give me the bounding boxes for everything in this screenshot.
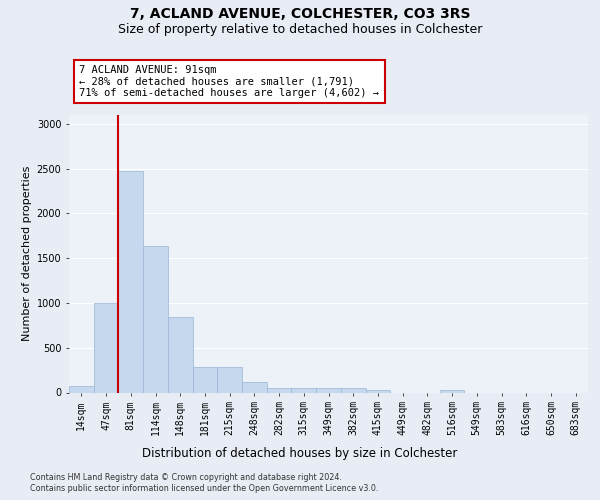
Text: 7, ACLAND AVENUE, COLCHESTER, CO3 3RS: 7, ACLAND AVENUE, COLCHESTER, CO3 3RS [130,8,470,22]
Bar [316,388,341,392]
Bar [143,246,168,392]
Text: Contains public sector information licensed under the Open Government Licence v3: Contains public sector information licen… [30,484,379,493]
Bar [193,368,217,392]
Bar [267,388,292,392]
Bar [168,318,193,392]
Text: Size of property relative to detached houses in Colchester: Size of property relative to detached ho… [118,22,482,36]
Y-axis label: Number of detached properties: Number of detached properties [22,166,32,342]
Bar [217,368,242,392]
Text: 7 ACLAND AVENUE: 91sqm
← 28% of detached houses are smaller (1,791)
71% of semi-: 7 ACLAND AVENUE: 91sqm ← 28% of detached… [79,65,379,98]
Bar [292,388,316,392]
Bar [69,386,94,392]
Bar [118,172,143,392]
Bar [365,390,390,392]
Bar [440,390,464,392]
Bar [341,388,365,392]
Text: Distribution of detached houses by size in Colchester: Distribution of detached houses by size … [142,448,458,460]
Bar [94,303,118,392]
Text: Contains HM Land Registry data © Crown copyright and database right 2024.: Contains HM Land Registry data © Crown c… [30,472,342,482]
Bar [242,382,267,392]
